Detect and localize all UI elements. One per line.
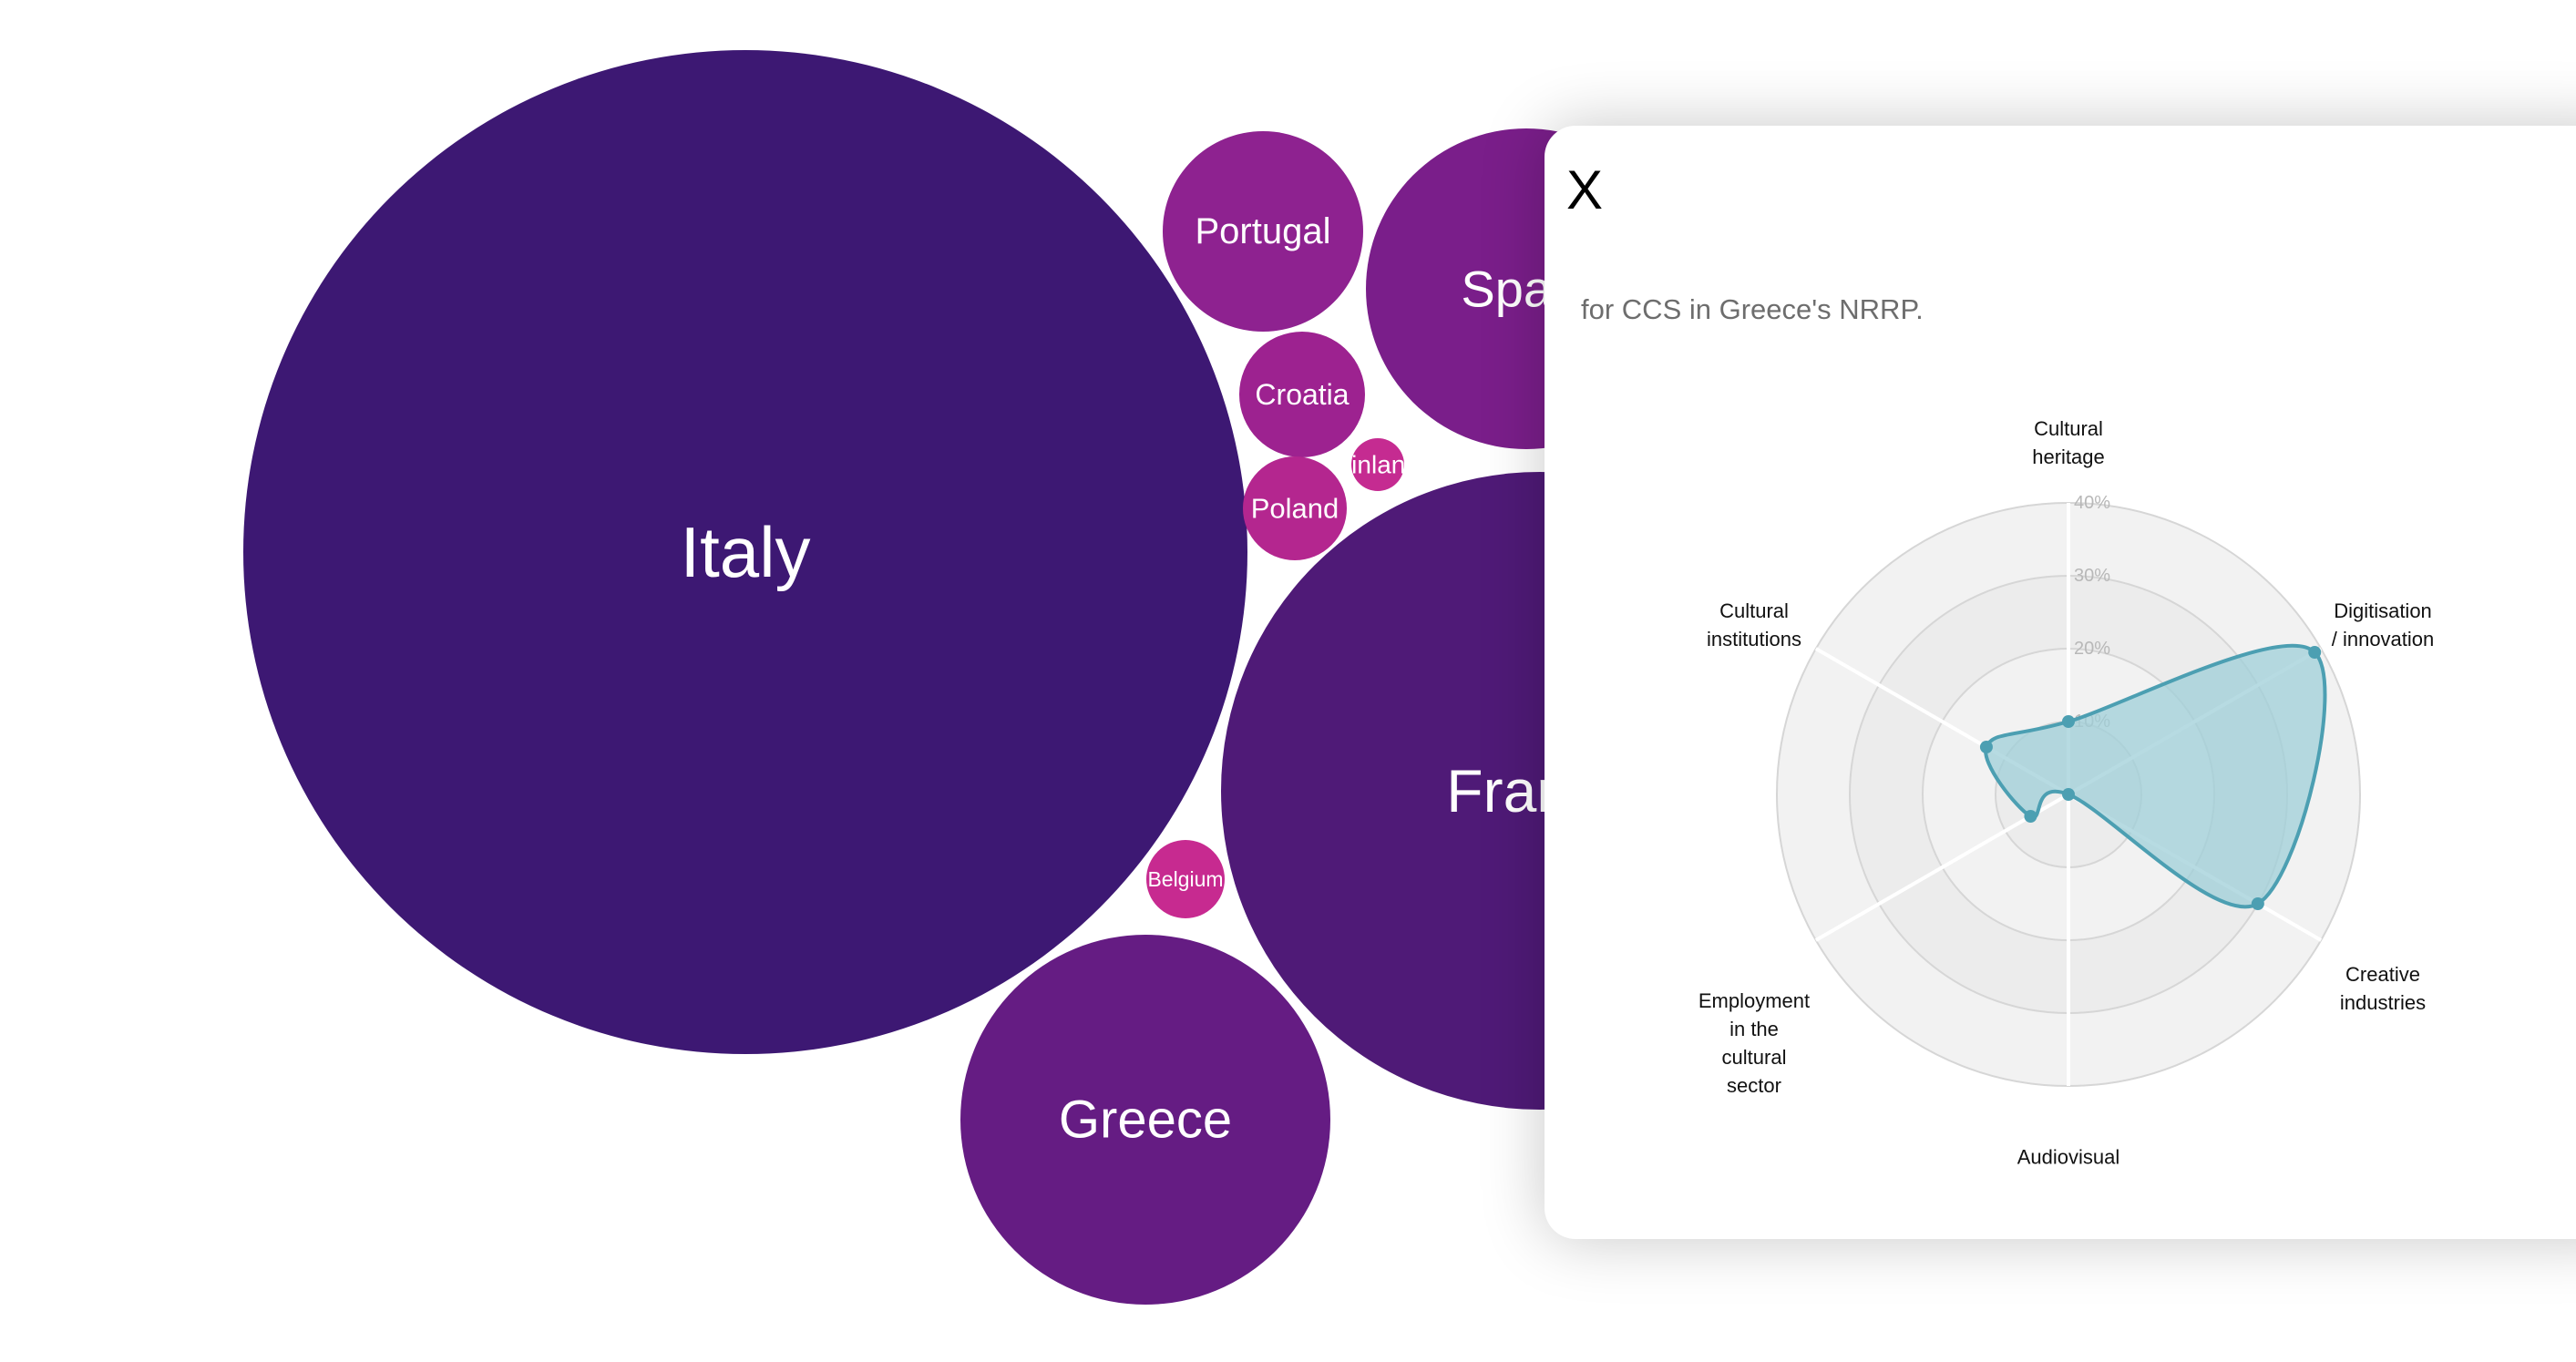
radar-data-point[interactable]: [2251, 897, 2264, 910]
bubble-portugal[interactable]: Portugal: [1163, 131, 1363, 332]
radar-axis-label: Cultural institutions: [1707, 599, 1801, 650]
radar-ring-label: 20%: [2074, 639, 2110, 659]
bubble-belgium[interactable]: Belgium: [1146, 840, 1225, 918]
bubble-circle[interactable]: [960, 935, 1330, 1305]
bubble-label: Greece: [1059, 1091, 1232, 1150]
bubble-label: Finland: [1336, 451, 1420, 479]
radar-axis-label: Employment in the cultural sector: [1698, 989, 1811, 1097]
radar-axis-label: Creative industries: [2339, 963, 2427, 1014]
bubble-circle[interactable]: [243, 50, 1247, 1054]
bubble-circle[interactable]: [1351, 438, 1404, 491]
bubble-label: Croatia: [1255, 378, 1349, 411]
radar-axis-label: Digitisation / innovation: [2331, 599, 2435, 650]
bubble-poland[interactable]: Poland: [1243, 456, 1347, 560]
bubble-circle[interactable]: [1163, 131, 1363, 332]
bubble-circle[interactable]: [1146, 840, 1225, 918]
radar-data-point[interactable]: [2062, 788, 2075, 801]
radar-axis-label: Audiovisual: [2017, 1145, 2120, 1169]
bubble-circle[interactable]: [1243, 456, 1347, 560]
bubble-label: Belgium: [1147, 867, 1223, 891]
radar-chart: 10%20%30%40%: [1776, 493, 2361, 1087]
radar-data-point[interactable]: [2024, 810, 2037, 823]
bubble-croatia[interactable]: Croatia: [1239, 332, 1365, 457]
radar-data-point[interactable]: [2308, 646, 2322, 659]
radar-ring-label: 30%: [2074, 566, 2110, 586]
bubble-label: Italy: [680, 512, 810, 592]
bubble-circle[interactable]: [1239, 332, 1365, 457]
bubble-label: Poland: [1251, 493, 1339, 525]
radar-data-point[interactable]: [2062, 715, 2075, 728]
bubble-finland[interactable]: Finland: [1336, 438, 1420, 491]
bubble-greece[interactable]: Greece: [960, 935, 1330, 1305]
close-button[interactable]: X: [1566, 159, 1604, 220]
radar-axis-label: Cultural heritage: [2032, 417, 2105, 468]
country-detail-modal: 10%20%30%40% Cultural heritageDigitisati…: [1545, 126, 2576, 1239]
radar-data-point[interactable]: [1979, 741, 1993, 753]
modal-subtitle: for CCS in Greece's NRRP.: [1581, 293, 1924, 325]
radar-series-area: [1984, 643, 2327, 909]
bubble-italy[interactable]: Italy: [243, 50, 1247, 1054]
bubble-label: Portugal: [1196, 211, 1331, 251]
radar-ring-label: 40%: [2074, 493, 2110, 513]
